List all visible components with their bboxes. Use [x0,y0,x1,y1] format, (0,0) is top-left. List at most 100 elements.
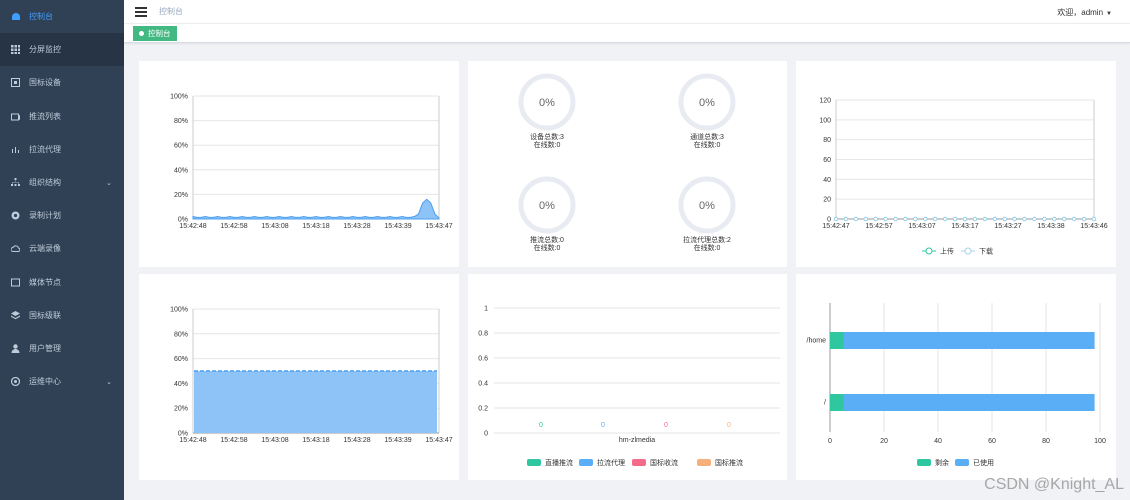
sidebar-item-1[interactable]: 分屏监控 [0,33,124,67]
net-point [1032,216,1037,222]
stream-card: 1 0.8 0.6 0.4 0.2 0 hm-zlmedia 0 0 0 0 直播推流 拉流代理 国标收流… [468,274,787,480]
device-icon [11,78,20,88]
net-xtick: 15:43:17 [951,223,978,230]
disk-bar-free [830,332,844,349]
cpu-card: 100% 80% 60% 40% 20% 0% 15:42:48 15:42:58 15:43:… [139,61,459,267]
net-point [942,216,948,222]
cpu-xtick: 15:43:08 [261,223,288,230]
sidebar-item-6[interactable]: 录制计划 [0,199,124,232]
sidebar-item-9[interactable]: 国标级联 [0,299,124,332]
server-icon [11,278,20,287]
net-xtick: 15:43:27 [994,223,1021,230]
sidebar-item-2[interactable]: 国标设备 [0,66,124,99]
cpu-ytick: 80% [174,118,188,125]
breadcrumb[interactable]: 控制台 [159,7,183,16]
sidebar-item-3[interactable]: 推流列表 [0,100,124,133]
net-point [1042,216,1047,222]
cpu-xtick: 15:43:18 [302,223,329,230]
mem-ytick: 80% [174,331,188,338]
ring-total-label: 推流总数:0 [530,235,564,244]
sidebar-item-label: 用户管理 [29,343,61,353]
stream-chart: 1 0.8 0.6 0.4 0.2 0 hm-zlmedia 0 0 0 0 直播推流 拉流代理 国标收流… [478,306,780,467]
proxy-icon [11,145,20,154]
dot-icon [139,31,144,36]
net-point [1002,216,1007,222]
chevron-down-icon: ⌄ [106,179,112,187]
user-icon [11,344,20,353]
sidebar-item-label: 分屏监控 [29,45,61,55]
tag-label: 控制台 [148,29,171,38]
net-point [982,216,988,222]
ring-gauge [518,176,576,234]
hamburger-icon[interactable] [135,6,147,17]
mem-xtick: 15:43:39 [384,437,411,444]
stream-ytick: 0.2 [478,406,488,413]
sidebar-item-8[interactable]: 媒体节点 [0,266,124,299]
cpu-chart: 100% 80% 60% 40% 20% 0%15:42:48 15:42:58 15:43:… [170,94,453,231]
sidebar-item-label: 国标级联 [29,310,61,320]
net-point [883,216,888,222]
sidebar: 控制台分屏监控国标设备推流列表 拉流代理 组织结构 ⌄ 录制计划 云端录像 媒体节点国标级联… [0,0,124,500]
net-xtick: 15:43:07 [908,223,935,230]
net-point [1081,216,1087,222]
cpu-xtick: 15:42:48 [179,223,206,230]
tags-view: 控制台 [124,24,1130,43]
net-point [1012,216,1017,222]
stream-legend-swatch [579,459,593,466]
ring-gauge [678,176,736,234]
tag-dashboard[interactable]: 控制台 [133,26,177,41]
net-xtick: 15:42:47 [822,223,849,230]
net-point [962,216,968,222]
net-point [992,216,997,222]
gear-icon [11,211,20,220]
cpu-ytick: 0% [178,217,188,224]
user-dropdown[interactable]: 欢迎，admin ▼ [1057,7,1112,18]
welcome-text: 欢迎，admin [1057,8,1104,17]
mem-ytick: 0% [178,431,188,438]
disk-legend-label: 已使用 [973,458,994,467]
sidebar-item-label: 国标设备 [29,78,61,88]
mem-xtick: 15:43:28 [343,437,370,444]
chevron-down-icon: ⌄ [106,378,112,386]
sidebar-item-0[interactable]: 控制台 [0,0,124,33]
net-ytick: 0 [827,217,831,224]
stream-ytick: 0.6 [478,356,488,363]
stream-legend-label: 国标推流 [715,458,743,467]
net-ytick: 80 [823,137,831,144]
net-point [923,216,928,222]
mem-xtick: 15:43:47 [425,437,452,444]
dashboard-icon [11,12,20,21]
mem-ytick: 60% [174,356,188,363]
cpu-xtick: 15:43:47 [425,223,452,230]
net-ytick: 40 [823,177,831,184]
sidebar-item-5[interactable]: 组织结构 ⌄ [0,166,124,199]
sidebar-item-label: 控制台 [29,12,53,22]
watermark: CSDN @Knight_AL [984,476,1124,493]
net-legend-marker [925,247,933,255]
ring-online-label: 在线数:0 [694,243,721,252]
stream-ytick: 0 [484,431,488,438]
push-icon [11,112,20,121]
ring-gauge [518,73,576,131]
stream-legend-label: 拉流代理 [597,458,625,467]
sidebar-item-7[interactable]: 云端录像 [0,232,124,265]
memory-card: 100% 80% 60% 40% 20% 0% 15:42:48 15:42:58 15:43:… [139,274,459,480]
cpu-area [192,198,440,220]
net-legend-label: 下载 [979,247,993,256]
settings-icon [11,377,20,387]
sidebar-item-11[interactable]: 运维中心 ⌄ [0,365,124,398]
ring-online-label: 在线数:0 [534,140,561,149]
ring-total-label: 设备总数:3 [530,132,564,141]
net-point [903,216,908,222]
disk-chart: 0 20 40 60 80 100/home / 剩余 已使用 [807,303,1106,467]
net-point [933,216,938,222]
disk-bar-free [830,394,844,411]
sidebar-item-10[interactable]: 用户管理 [0,332,124,365]
mem-xtick: 15:42:58 [220,437,247,444]
net-xtick: 15:43:46 [1080,223,1107,230]
ring-total-label: 拉流代理总数:2 [683,235,731,244]
disk-xtick: 20 [880,438,888,445]
ring-online-label: 在线数:0 [694,140,721,149]
sidebar-item-4[interactable]: 拉流代理 [0,133,124,166]
cpu-ytick: 100% [170,94,188,101]
